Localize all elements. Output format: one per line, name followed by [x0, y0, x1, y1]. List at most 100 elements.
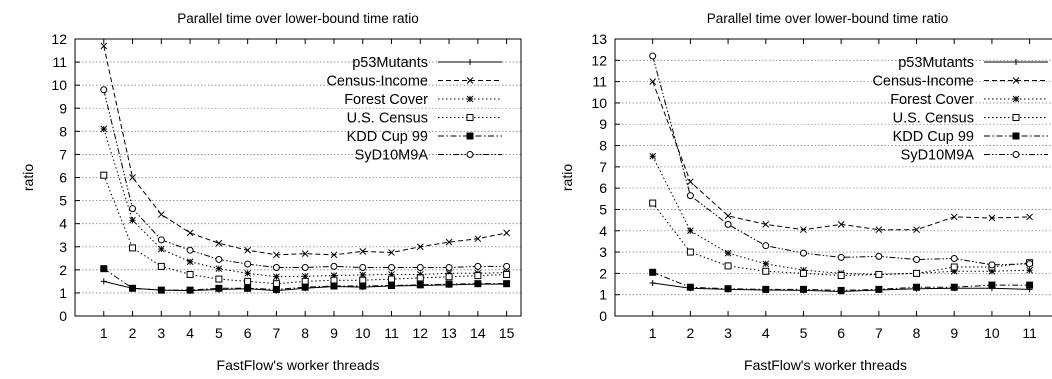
data-point — [649, 152, 657, 160]
x-axis-label: FastFlow's worker threads — [217, 357, 380, 373]
y-tick-label: 8 — [599, 138, 607, 154]
data-point — [837, 253, 845, 261]
chart-title: Parallel time over lower-bound time rati… — [177, 11, 419, 26]
data-point — [157, 236, 165, 244]
x-tick-label: 6 — [837, 325, 845, 341]
series-line — [103, 268, 507, 291]
data-point — [799, 285, 807, 293]
x-axis-ticks: 1 2 3 4 5 6 7 8 9 10 11 — [649, 39, 1037, 341]
data-point — [762, 221, 770, 228]
legend: p53Mutants Census-Income Forest Cover U.S. … — [872, 55, 1048, 164]
data-point — [244, 246, 251, 254]
x-tick-label: 6 — [244, 325, 252, 341]
data-point — [129, 174, 136, 181]
series-census-income — [100, 42, 510, 259]
y-tick-label: 5 — [599, 201, 607, 217]
data-point — [724, 249, 732, 257]
x-tick-label: 9 — [330, 325, 338, 341]
data-point — [503, 229, 510, 237]
y-tick-label: 12 — [591, 52, 607, 68]
chart-panel-2: Parallel time over lower-bound time rati… — [559, 11, 1052, 373]
series-line — [103, 175, 507, 285]
data-point — [649, 78, 657, 85]
series-syd10m9a — [100, 86, 511, 272]
data-point — [837, 286, 845, 294]
data-point — [686, 192, 694, 200]
y-tick-label: 0 — [599, 308, 607, 324]
data-point — [875, 270, 883, 278]
data-point — [273, 273, 280, 281]
data-point — [503, 280, 511, 288]
data-point — [950, 267, 958, 275]
legend-swatch-marker — [466, 132, 474, 140]
data-point — [272, 285, 280, 293]
data-point — [129, 244, 137, 252]
y-tick-label: 3 — [59, 239, 67, 255]
series-line — [652, 202, 1030, 277]
y-tick-label: 9 — [599, 116, 607, 132]
x-tick-label: 8 — [913, 325, 921, 341]
data-point — [359, 248, 367, 255]
data-point — [244, 284, 252, 292]
legend-label: Forest Cover — [344, 92, 428, 108]
x-tick-label: 3 — [157, 325, 165, 341]
data-point — [724, 262, 732, 270]
data-point — [359, 271, 367, 279]
data-point — [157, 245, 165, 253]
data-point — [799, 249, 807, 257]
data-point — [445, 273, 453, 281]
data-point — [800, 226, 807, 234]
data-point — [388, 282, 396, 290]
data-point — [157, 286, 165, 294]
data-point — [301, 277, 309, 285]
legend-label: Census-Income — [872, 74, 974, 90]
legend-swatch-marker — [467, 59, 473, 65]
data-point — [215, 255, 223, 263]
y-tick-label: 6 — [599, 180, 607, 196]
data-point — [186, 258, 194, 266]
data-point — [301, 272, 309, 280]
data-point — [445, 238, 453, 246]
data-point — [416, 264, 424, 272]
y-tick-label: 13 — [591, 31, 607, 47]
series-census-income — [649, 78, 1033, 234]
legend-swatch-marker — [1012, 95, 1020, 103]
data-point — [1026, 260, 1034, 268]
data-point — [186, 246, 194, 254]
data-point — [100, 125, 108, 133]
data-point — [875, 252, 883, 260]
data-point — [950, 213, 958, 221]
x-tick-label: 2 — [686, 325, 694, 341]
legend: p53Mutants Census-Income Forest Cover U.S. … — [326, 55, 502, 164]
data-point — [388, 264, 396, 272]
data-point — [301, 250, 309, 258]
x-tick-label: 7 — [273, 325, 281, 341]
x-tick-label: 12 — [413, 325, 429, 341]
data-point — [272, 280, 280, 288]
data-point — [330, 282, 338, 290]
x-tick-label: 5 — [215, 325, 223, 341]
x-tick-label: 13 — [441, 325, 457, 341]
y-tick-label: 5 — [59, 193, 67, 209]
data-point — [416, 281, 424, 289]
data-point — [762, 267, 770, 275]
x-axis-label: FastFlow's worker threads — [744, 357, 907, 373]
data-point — [157, 262, 165, 270]
series-line — [103, 45, 507, 256]
data-point — [686, 248, 694, 256]
data-point — [1026, 266, 1033, 274]
data-point — [301, 283, 309, 291]
data-point — [950, 283, 958, 291]
chart-title: Parallel time over lower-bound time rati… — [707, 11, 949, 26]
legend-label: SyD10M9A — [355, 148, 429, 164]
data-point — [215, 275, 223, 283]
data-point — [950, 254, 958, 262]
chart-panel-1: Parallel time over lower-bound time rati… — [20, 11, 522, 373]
y-tick-label: 8 — [59, 123, 67, 139]
data-point — [724, 285, 732, 293]
data-point — [100, 171, 108, 179]
legend-label: p53Mutants — [352, 55, 428, 71]
data-point — [330, 262, 338, 270]
data-point — [157, 211, 165, 218]
